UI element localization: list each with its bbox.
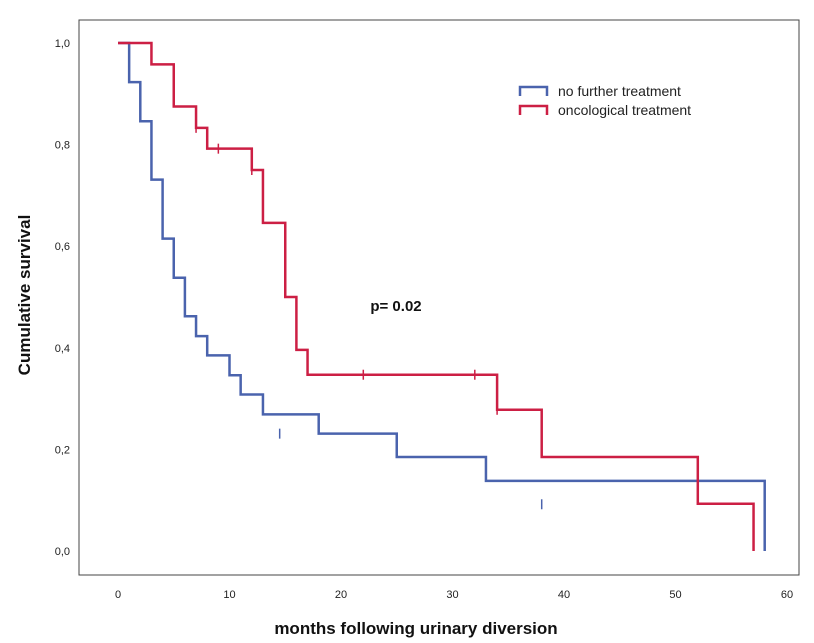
x-axis-label: months following urinary diversion bbox=[274, 619, 557, 638]
y-tick-label: 0,6 bbox=[55, 241, 70, 253]
x-tick-label: 40 bbox=[558, 589, 570, 601]
y-tick-label: 0,2 bbox=[55, 444, 70, 456]
x-tick-label: 50 bbox=[669, 589, 681, 601]
axis-ticks: 0 10 20 30 40 50 60 0,0 0,2 0,4 0,6 0,8 1,0 bbox=[55, 38, 793, 601]
legend: no further treatment oncological treatme… bbox=[518, 83, 691, 118]
legend-symbol-oncological-treatment bbox=[518, 104, 549, 115]
x-tick-label: 0 bbox=[115, 589, 121, 601]
plot-frame bbox=[78, 19, 800, 576]
y-tick-label: 0,0 bbox=[55, 546, 70, 558]
legend-label-oncological-treatment: oncological treatment bbox=[558, 102, 691, 118]
censor-marks bbox=[195, 122, 543, 510]
y-axis-label: Cumulative survival bbox=[15, 215, 34, 376]
x-tick-label: 20 bbox=[335, 589, 347, 601]
series-line-oncological-treatment bbox=[118, 41, 755, 551]
x-tick-label: 30 bbox=[446, 589, 458, 601]
p-value-annotation: p= 0.02 bbox=[370, 298, 421, 315]
series-lines bbox=[118, 41, 766, 551]
y-tick-label: 0,8 bbox=[55, 140, 70, 152]
series-line-no-further-treatment bbox=[118, 41, 766, 551]
legend-symbol-no-further-treatment bbox=[518, 85, 549, 96]
legend-label-no-further-treatment: no further treatment bbox=[558, 83, 681, 99]
x-tick-label: 10 bbox=[223, 589, 235, 601]
y-tick-label: 1,0 bbox=[55, 38, 70, 50]
y-tick-label: 0,4 bbox=[55, 343, 70, 355]
x-tick-label: 60 bbox=[781, 589, 793, 601]
